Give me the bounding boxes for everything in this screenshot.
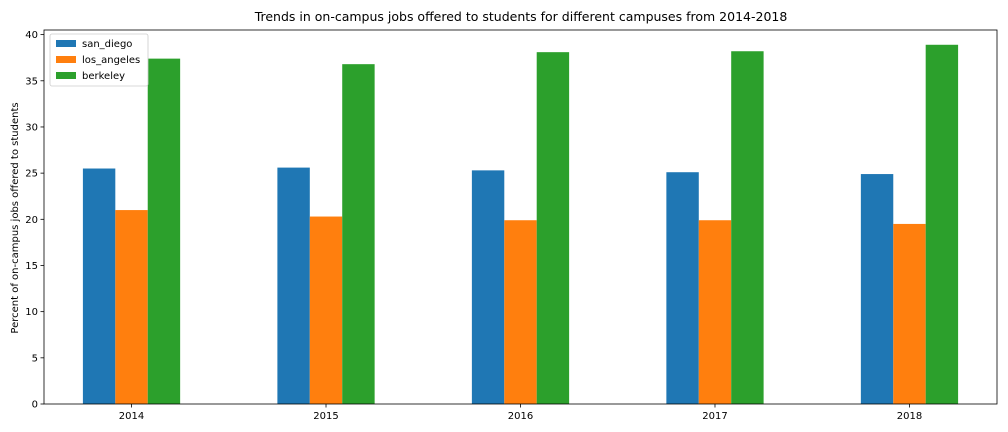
y-tick-label: 0 — [32, 400, 38, 411]
y-tick-label: 35 — [25, 76, 38, 87]
legend-label-san_diego: san_diego — [82, 39, 132, 50]
x-tick-label: 2018 — [897, 411, 922, 422]
bar-berkeley-2016 — [536, 52, 570, 404]
bar-los_angeles-2014 — [115, 210, 148, 404]
bar-los_angeles-2016 — [504, 220, 537, 404]
chart-title: Trends in on-campus jobs offered to stud… — [254, 9, 788, 24]
bar-los_angeles-2017 — [698, 220, 732, 404]
x-tick-label: 2016 — [508, 411, 533, 422]
bars-layer — [82, 44, 959, 405]
bar-berkeley-2017 — [731, 51, 764, 405]
legend-swatch-los_angeles — [56, 56, 76, 63]
bar-berkeley-2014 — [147, 58, 181, 404]
bar-san_diego-2015 — [277, 167, 310, 404]
y-tick-label: 30 — [25, 122, 38, 133]
bar-berkeley-2015 — [342, 64, 375, 404]
y-tick-label: 40 — [25, 30, 38, 41]
legend: san_diego los_angeles berkeley — [49, 33, 149, 87]
legend-label-berkeley: berkeley — [82, 71, 125, 82]
y-tick-label: 15 — [25, 261, 38, 272]
bar-san_diego-2014 — [82, 168, 116, 404]
bar-los_angeles-2018 — [893, 223, 926, 404]
y-tick-label: 5 — [32, 353, 38, 364]
bar-san_diego-2016 — [471, 170, 505, 404]
x-tick-label: 2015 — [313, 411, 338, 422]
axes-layer: 0 5 10 15 20 25 30 35 40 2014 2015 2016 2017 2018 — [25, 29, 998, 422]
x-tick-label: 2014 — [119, 411, 144, 422]
bar-san_diego-2017 — [666, 172, 699, 404]
y-axis-label: Percent of on-campus jobs offered to stu… — [10, 102, 21, 333]
legend-swatch-san_diego — [56, 40, 76, 47]
y-tick-label: 10 — [25, 307, 38, 318]
bar-san_diego-2018 — [860, 174, 894, 404]
legend-label-los_angeles: los_angeles — [82, 55, 140, 66]
y-tick-label: 25 — [25, 169, 38, 180]
bar-berkeley-2018 — [925, 44, 959, 405]
legend-swatch-berkeley — [56, 72, 76, 79]
x-tick-label: 2017 — [702, 411, 727, 422]
y-tick-label: 20 — [25, 215, 38, 226]
bar-los_angeles-2015 — [309, 216, 343, 404]
